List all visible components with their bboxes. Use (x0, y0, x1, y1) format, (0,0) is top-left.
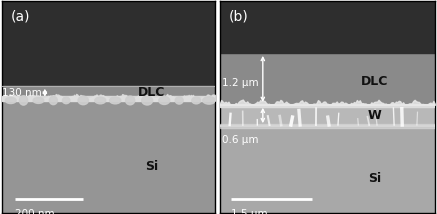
Bar (2, 96, 215, 101)
Text: Si: Si (368, 172, 381, 185)
Text: Si: Si (145, 160, 158, 173)
Ellipse shape (95, 97, 106, 104)
Text: 130 nm: 130 nm (2, 88, 42, 98)
Ellipse shape (19, 96, 28, 105)
Text: 0.6 μm: 0.6 μm (222, 135, 259, 144)
Text: 1.5 μm: 1.5 μm (231, 209, 267, 214)
Text: 200 nm: 200 nm (15, 209, 55, 214)
Bar (2, 1, 215, 86)
Ellipse shape (33, 97, 44, 103)
Ellipse shape (110, 97, 121, 104)
Ellipse shape (5, 97, 16, 104)
Bar (220, 53, 435, 105)
Bar (220, 105, 435, 107)
Bar (220, 1, 435, 53)
Ellipse shape (49, 96, 57, 105)
Ellipse shape (78, 96, 88, 105)
Ellipse shape (62, 97, 70, 104)
Bar (2, 86, 215, 100)
Text: 1.2 μm: 1.2 μm (222, 78, 259, 88)
Ellipse shape (192, 97, 201, 104)
Ellipse shape (125, 96, 135, 105)
Ellipse shape (175, 97, 183, 104)
Text: (a): (a) (11, 10, 30, 24)
Ellipse shape (159, 96, 170, 104)
Text: DLC: DLC (138, 86, 165, 99)
Bar (220, 105, 435, 126)
Text: W: W (368, 109, 382, 122)
Bar (220, 126, 435, 213)
Ellipse shape (203, 97, 215, 104)
Bar (220, 124, 435, 128)
Text: (b): (b) (229, 10, 248, 24)
Ellipse shape (142, 96, 153, 105)
Text: DLC: DLC (361, 75, 388, 88)
